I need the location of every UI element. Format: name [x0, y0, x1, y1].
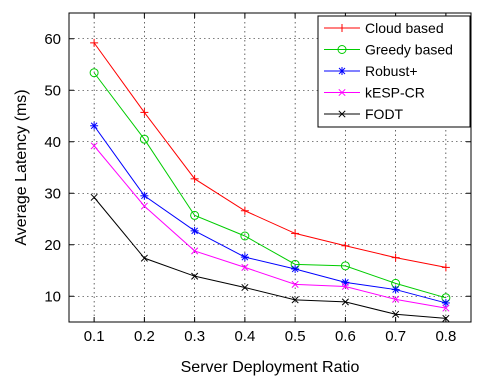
data-point	[240, 231, 250, 241]
legend-label: Robust+	[365, 63, 418, 79]
data-point	[338, 110, 346, 118]
legend-label: Cloud based	[365, 20, 444, 36]
data-point	[338, 88, 346, 97]
data-point	[191, 247, 199, 255]
legend-item: Cloud based	[324, 20, 444, 36]
series-kesp-cr	[90, 142, 450, 312]
data-point	[90, 142, 98, 150]
data-point	[338, 24, 346, 32]
data-point	[140, 191, 149, 200]
data-point	[337, 45, 347, 54]
x-tick-label: 0.1	[84, 328, 105, 345]
legend-label: FODT	[365, 106, 404, 122]
series-line	[93, 145, 446, 309]
data-point	[442, 314, 450, 322]
data-point	[291, 296, 299, 304]
data-point	[90, 193, 98, 201]
data-point	[140, 108, 149, 117]
data-point	[89, 68, 99, 78]
y-tick-label: 10	[44, 288, 61, 305]
data-point	[140, 254, 148, 262]
series-line	[93, 197, 446, 319]
data-point	[191, 272, 199, 280]
x-tick-label: 0.2	[134, 328, 155, 345]
series-line	[93, 72, 447, 299]
data-point	[341, 282, 349, 291]
data-point	[340, 261, 350, 271]
legend-item: kESP-CR	[324, 85, 425, 101]
data-point	[241, 283, 249, 292]
x-tick-label: 0.7	[385, 328, 406, 345]
data-point	[240, 206, 249, 215]
legend-item: Greedy based	[324, 42, 453, 58]
data-point	[341, 298, 349, 306]
series-line	[93, 125, 447, 304]
legend: Cloud based Greedy based Robust+ kESP-CR FOD…	[317, 15, 471, 128]
y-tick-label: 60	[44, 31, 61, 48]
legend-item: Robust+	[324, 63, 418, 79]
x-tick-label: 0.4	[234, 328, 255, 345]
x-tick-label: 0.6	[335, 328, 356, 345]
data-point	[241, 263, 249, 271]
data-point	[190, 210, 200, 220]
data-point	[240, 253, 249, 262]
x-axis-label: Server Deployment Ratio	[181, 359, 360, 376]
data-point	[341, 241, 350, 250]
data-point	[90, 38, 99, 47]
y-tick-label: 30	[44, 185, 61, 202]
x-tick-label: 0.8	[435, 328, 456, 345]
data-point	[140, 202, 148, 210]
y-axis-label: Average Latency (ms)	[13, 89, 30, 245]
data-point	[90, 121, 99, 130]
data-point	[190, 226, 199, 235]
data-point	[190, 174, 199, 183]
legend-item: FODT	[324, 106, 404, 122]
data-point	[338, 67, 346, 75]
data-point	[341, 278, 350, 287]
series-robust-	[90, 121, 450, 307]
data-point	[391, 285, 400, 294]
data-point	[441, 263, 450, 272]
series-fodt	[90, 193, 450, 322]
legend-label: Greedy based	[365, 42, 453, 58]
data-point	[139, 134, 149, 144]
axis-ticks: 0.1 0.2 0.3 0.4 0.5 0.6 0.7 0.8 10 20 30 40 50 60	[44, 13, 471, 345]
legend-label: kESP-CR	[365, 85, 425, 101]
series-line	[93, 42, 446, 268]
data-point	[291, 280, 299, 288]
y-tick-label: 50	[44, 82, 61, 99]
y-tick-label: 20	[44, 237, 61, 254]
plot-area	[68, 12, 472, 323]
data-point	[291, 229, 300, 238]
series-cloud-based	[90, 38, 450, 272]
data-point	[441, 298, 450, 307]
y-tick-label: 40	[44, 134, 61, 151]
series-group	[89, 38, 451, 322]
x-tick-label: 0.5	[285, 328, 306, 345]
data-point	[392, 295, 400, 303]
x-tick-label: 0.3	[184, 328, 205, 345]
data-point	[442, 304, 450, 312]
data-point	[391, 253, 400, 262]
data-point	[291, 264, 300, 273]
data-point	[392, 310, 400, 318]
